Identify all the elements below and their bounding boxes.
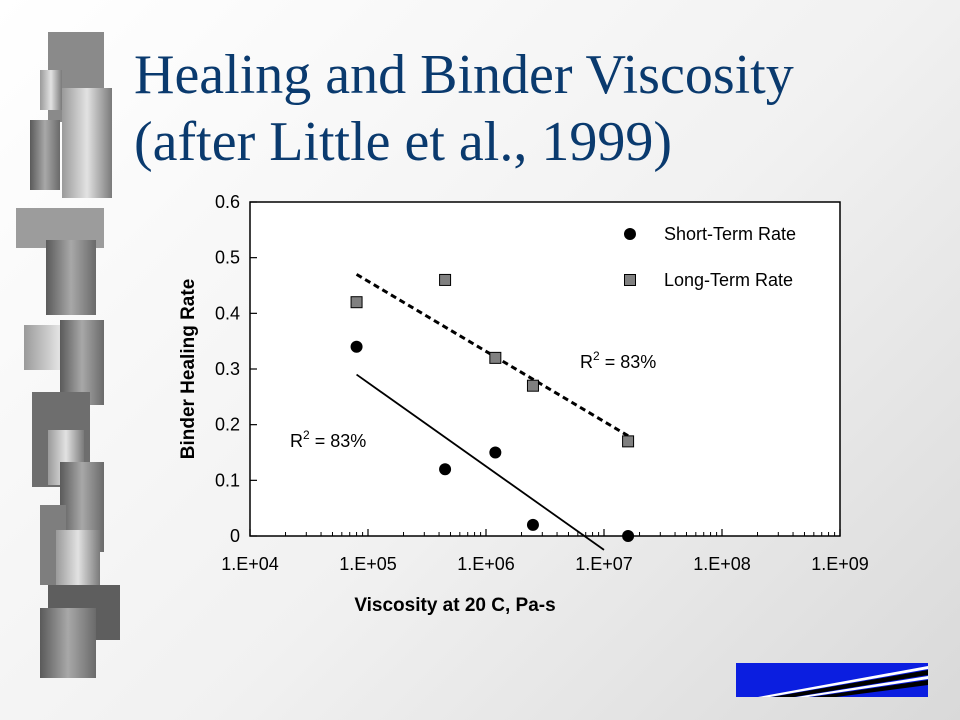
- logo-stripe: [796, 676, 928, 697]
- logo: [736, 663, 928, 697]
- x-axis-title: Viscosity at 20 C, Pa-s: [354, 595, 555, 616]
- y-tick-label: 0.2: [215, 415, 240, 435]
- legend-label: Long-Term Rate: [664, 270, 793, 290]
- short-term-point: [489, 446, 502, 459]
- decorative-blocks: [16, 32, 120, 678]
- long-term-point: [622, 435, 635, 448]
- slide-title-line-2: (after Little et al., 1999): [134, 111, 672, 173]
- short-term-point: [622, 530, 635, 542]
- r2-label-1: R2 = 83%: [290, 428, 366, 451]
- deco-block: [62, 88, 112, 198]
- trendline-2: [355, 273, 629, 438]
- long-term-point: [526, 379, 539, 392]
- deco-block: [40, 70, 62, 110]
- y-tick-label: 0.4: [215, 303, 240, 323]
- deco-block: [46, 240, 96, 315]
- x-tick-label: 1.E+08: [693, 554, 751, 574]
- y-tick-label: 0.3: [215, 359, 240, 379]
- y-tick-label: 0.1: [215, 470, 240, 490]
- slide-title-line-1: Healing and Binder Viscosity: [134, 44, 794, 106]
- x-tick-label: 1.E+06: [457, 554, 515, 574]
- deco-block: [30, 120, 60, 190]
- legend-marker-long-term: [624, 274, 636, 286]
- y-tick-label: 0: [230, 526, 240, 546]
- short-term-point: [350, 340, 363, 353]
- logo-stripe: [772, 670, 928, 697]
- y-tick-label: 0.6: [215, 192, 240, 212]
- trendline-1: [356, 373, 605, 551]
- y-tick-label: 0.5: [215, 248, 240, 268]
- legend-marker-short-term: [624, 228, 636, 240]
- slide-title: Healing and Binder Viscosity (after Litt…: [134, 42, 934, 176]
- long-term-point: [350, 296, 363, 309]
- deco-block: [60, 320, 104, 405]
- x-tick-label: 1.E+05: [339, 554, 397, 574]
- y-axis-title: Binder Healing Rate: [178, 279, 199, 460]
- logo-stripe: [758, 666, 928, 697]
- legend-label: Short-Term Rate: [664, 224, 796, 244]
- r2-label-2: R2 = 83%: [580, 349, 656, 372]
- short-term-point: [439, 463, 452, 476]
- x-tick-label: 1.E+04: [221, 554, 279, 574]
- long-term-point: [489, 351, 502, 364]
- deco-block: [40, 608, 96, 678]
- x-tick-label: 1.E+07: [575, 554, 633, 574]
- logo-stripe: [812, 680, 928, 697]
- long-term-point: [439, 273, 452, 286]
- x-tick-label: 1.E+09: [811, 554, 869, 574]
- plot-area: [249, 201, 841, 537]
- short-term-point: [526, 518, 539, 531]
